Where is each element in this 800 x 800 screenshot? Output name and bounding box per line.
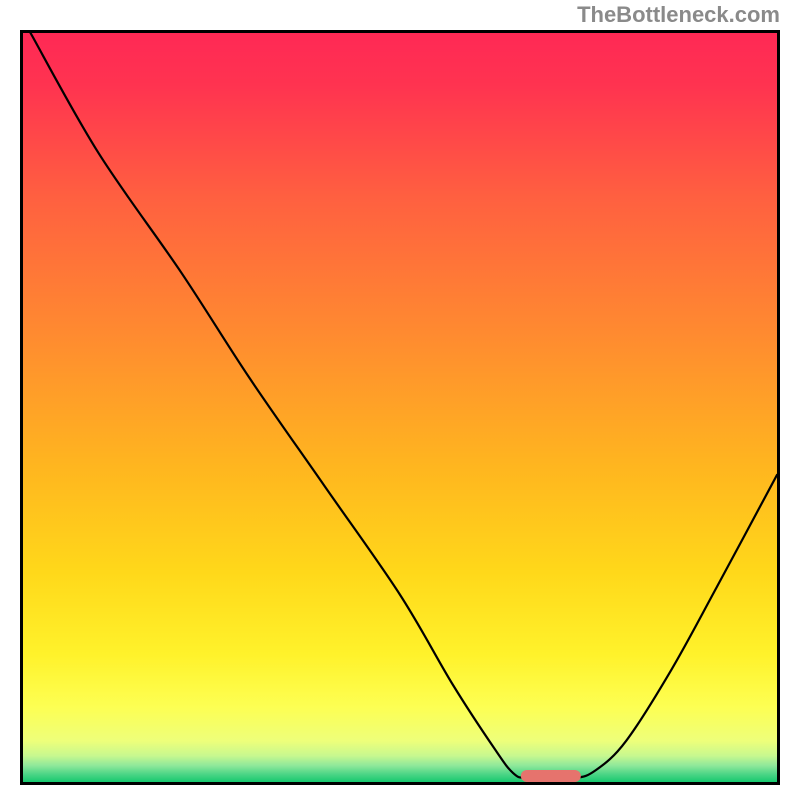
watermark-text: TheBottleneck.com — [577, 2, 780, 28]
optimum-marker — [521, 770, 581, 782]
gradient-background — [23, 33, 777, 782]
plot-area — [23, 33, 777, 782]
bottleneck-curve — [23, 33, 777, 782]
